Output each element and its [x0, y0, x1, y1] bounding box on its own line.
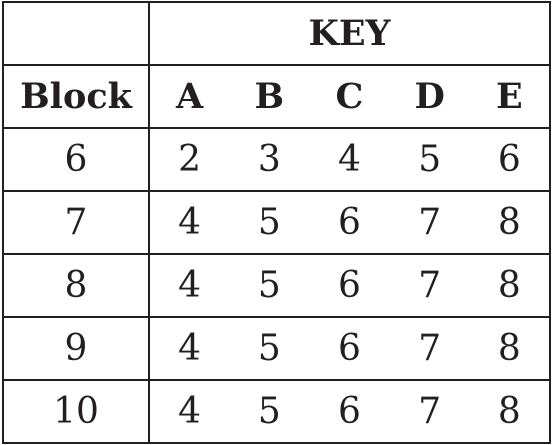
value-cell: 6	[309, 379, 390, 444]
value-cell: 6	[309, 316, 390, 381]
block-cell: 9	[2, 316, 150, 381]
table-row: 9 4 5 6 7 8	[2, 316, 552, 381]
column-header-d: D	[389, 64, 470, 129]
value-cell: 8	[469, 190, 552, 255]
value-cell: 8	[469, 316, 552, 381]
key-header: KEY	[148, 1, 551, 66]
value-cell: 5	[229, 190, 310, 255]
column-header-a: A	[147, 64, 230, 129]
block-cell: 10	[2, 379, 150, 444]
table-header-row-columns: Block A B C D E	[2, 64, 552, 129]
column-header-b: B	[229, 64, 310, 129]
value-cell: 4	[309, 127, 390, 192]
table-row: 7 4 5 6 7 8	[2, 190, 552, 255]
block-cell: 8	[2, 253, 150, 318]
column-header-c: C	[309, 64, 390, 129]
value-cell: 8	[469, 379, 552, 444]
table-row: 10 4 5 6 7 8	[2, 379, 552, 444]
block-cell: 7	[2, 190, 150, 255]
value-cell: 5	[229, 379, 310, 444]
table-row: 6 2 3 4 5 6	[2, 127, 552, 192]
value-cell: 3	[229, 127, 310, 192]
table-row: 8 4 5 6 7 8	[2, 253, 552, 318]
value-cell: 4	[147, 316, 230, 381]
value-cell: 5	[229, 253, 310, 318]
column-header-e: E	[469, 64, 552, 129]
empty-corner-cell	[2, 1, 150, 66]
value-cell: 5	[229, 316, 310, 381]
value-cell: 4	[147, 253, 230, 318]
value-cell: 4	[147, 379, 230, 444]
value-cell: 6	[309, 190, 390, 255]
value-cell: 2	[147, 127, 230, 192]
block-cell: 6	[2, 127, 150, 192]
value-cell: 8	[469, 253, 552, 318]
value-cell: 7	[389, 316, 470, 381]
table-header-row-key: KEY	[2, 1, 551, 66]
value-cell: 6	[309, 253, 390, 318]
value-cell: 7	[389, 190, 470, 255]
value-cell: 7	[389, 253, 470, 318]
block-header: Block	[2, 64, 150, 129]
value-cell: 5	[389, 127, 470, 192]
value-cell: 7	[389, 379, 470, 444]
value-cell: 6	[469, 127, 552, 192]
value-cell: 4	[147, 190, 230, 255]
